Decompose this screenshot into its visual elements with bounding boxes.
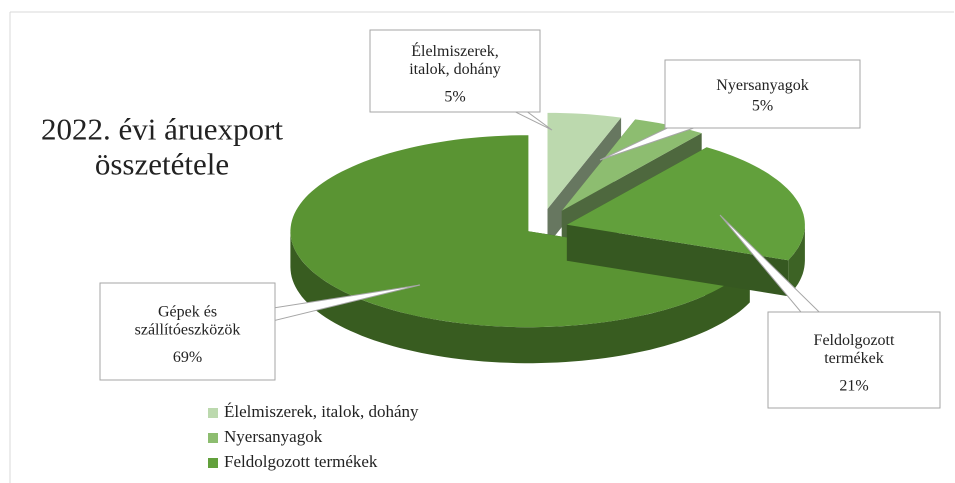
callout-cover	[713, 84, 767, 114]
slice	[290, 135, 750, 328]
callout-cover	[449, 62, 485, 89]
legend-label: Feldolgozott termékek	[224, 452, 378, 471]
legend-label: Nyersanyagok	[224, 427, 323, 446]
data-label-value: 21%	[839, 378, 868, 395]
data-label-category: Feldolgozott termékek	[814, 332, 895, 367]
legend-swatch	[208, 458, 218, 468]
slice-wall	[788, 224, 805, 297]
callout-cover	[813, 316, 862, 367]
callout-cover	[185, 317, 258, 342]
legend-swatch	[208, 433, 218, 443]
data-label-category: Gépek és szállítóeszközök	[135, 303, 241, 338]
slice	[547, 112, 622, 209]
data-label-value: 5%	[444, 89, 465, 106]
slice-wall	[290, 231, 750, 364]
data-label-category: Élelmiszerek, italok, dohány	[409, 41, 501, 78]
data-label-value: 5%	[752, 98, 773, 115]
chart-title: 2022. évi áruexport összetétele	[41, 112, 283, 182]
slice	[566, 147, 805, 261]
legend-label: Élelmiszerek, italok, dohány	[224, 402, 419, 421]
data-label-category: Nyersanyagok	[716, 77, 808, 94]
frame	[9, 11, 954, 483]
slice-side	[566, 224, 789, 297]
slice	[561, 119, 702, 211]
data-label-value: 69%	[173, 349, 202, 366]
legend-swatch	[208, 408, 218, 418]
